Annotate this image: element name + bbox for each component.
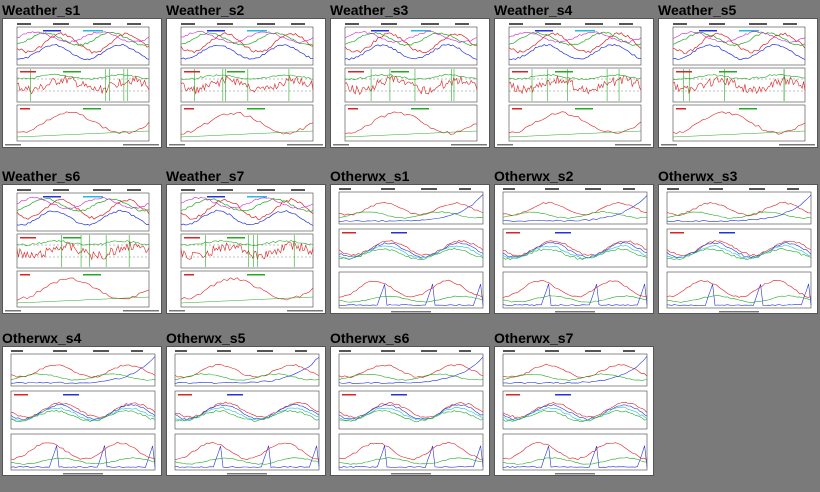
plot-thumbnail-image[interactable] <box>494 346 654 476</box>
thumbnail-title[interactable]: Weather_s4 <box>494 2 573 18</box>
thumbnail-card[interactable]: Weather_s5 <box>658 2 818 148</box>
plot-thumbnail-image[interactable] <box>166 184 326 314</box>
thumbnail-card[interactable]: Otherwx_s6 <box>330 330 490 476</box>
plot-thumbnail-image[interactable] <box>658 184 818 314</box>
thumbnail-card[interactable]: Weather_s1 <box>2 2 162 148</box>
thumbnail-title[interactable]: Otherwx_s5 <box>166 330 246 346</box>
plot-thumbnail-image[interactable] <box>2 18 162 148</box>
thumbnail-card[interactable]: Otherwx_s1 <box>330 168 490 314</box>
thumbnail-title[interactable]: Otherwx_s6 <box>330 330 410 346</box>
thumbnail-card[interactable]: Otherwx_s5 <box>166 330 326 476</box>
thumbnail-title[interactable]: Otherwx_s2 <box>494 168 574 184</box>
thumbnail-title[interactable]: Weather_s6 <box>2 168 81 184</box>
plot-thumbnail-image[interactable] <box>330 346 490 476</box>
thumbnail-card[interactable]: Otherwx_s3 <box>658 168 818 314</box>
thumbnail-title[interactable]: Weather_s7 <box>166 168 245 184</box>
thumbnail-title[interactable]: Otherwx_s7 <box>494 330 574 346</box>
thumbnail-card[interactable]: Otherwx_s2 <box>494 168 654 314</box>
plot-thumbnail-image[interactable] <box>658 18 818 148</box>
thumbnail-card[interactable]: Weather_s4 <box>494 2 654 148</box>
thumbnail-title[interactable]: Otherwx_s4 <box>2 330 82 346</box>
thumbnail-card[interactable]: Otherwx_s7 <box>494 330 654 476</box>
thumbnail-title[interactable]: Weather_s1 <box>2 2 81 18</box>
plot-thumbnail-image[interactable] <box>2 346 162 476</box>
thumbnail-card[interactable]: Weather_s2 <box>166 2 326 148</box>
thumbnail-title[interactable]: Weather_s2 <box>166 2 245 18</box>
thumbnail-card[interactable]: Otherwx_s4 <box>2 330 162 476</box>
thumbnail-card[interactable]: Weather_s3 <box>330 2 490 148</box>
plot-thumbnail-image[interactable] <box>494 18 654 148</box>
plot-thumbnail-image[interactable] <box>2 184 162 314</box>
plot-thumbnail-image[interactable] <box>166 18 326 148</box>
thumbnail-card[interactable]: Weather_s7 <box>166 168 326 314</box>
plot-thumbnail-image[interactable] <box>330 18 490 148</box>
plot-thumbnail-image[interactable] <box>330 184 490 314</box>
plot-thumbnail-image[interactable] <box>166 346 326 476</box>
thumbnail-title[interactable]: Weather_s5 <box>658 2 737 18</box>
thumbnail-title[interactable]: Otherwx_s3 <box>658 168 738 184</box>
thumbnail-title[interactable]: Weather_s3 <box>330 2 409 18</box>
thumbnail-card[interactable]: Weather_s6 <box>2 168 162 314</box>
thumbnail-title[interactable]: Otherwx_s1 <box>330 168 410 184</box>
plot-thumbnail-image[interactable] <box>494 184 654 314</box>
